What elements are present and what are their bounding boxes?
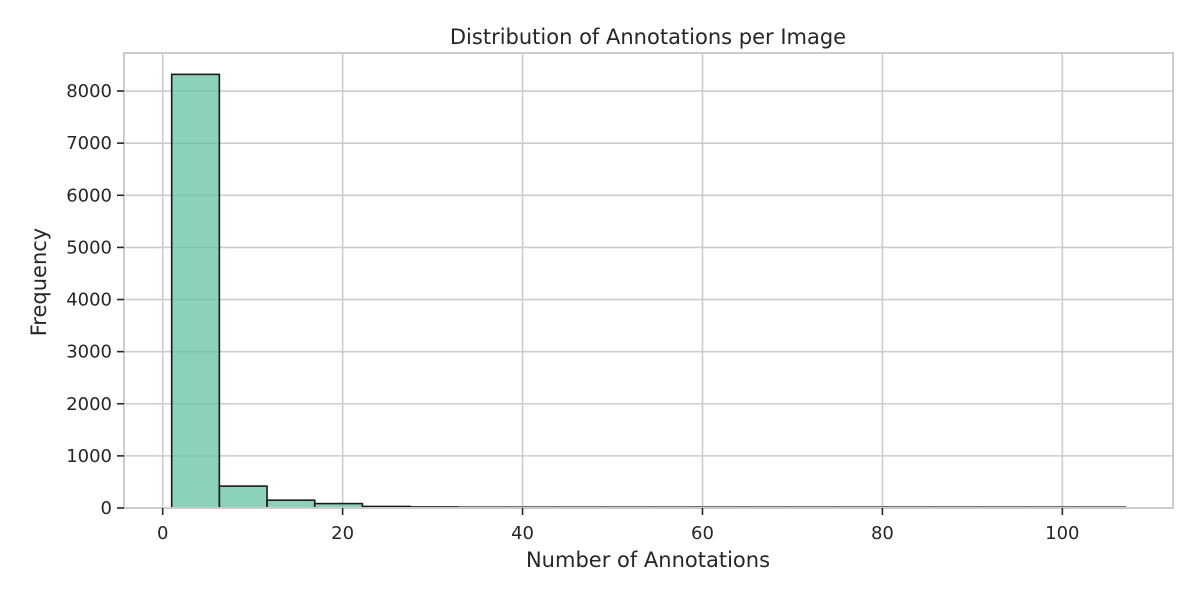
grid-lines [124, 53, 1173, 509]
y-axis-label: Frequency [27, 228, 51, 337]
y-tick-label: 7000 [66, 133, 112, 154]
x-tick-label: 80 [871, 523, 894, 544]
x-tick-label: 40 [511, 523, 534, 544]
x-tick-label: 60 [691, 523, 714, 544]
y-tick-label: 3000 [66, 342, 112, 363]
x-axis-label: Number of Annotations [526, 548, 770, 572]
plot-frame [123, 52, 1174, 509]
y-tick-label: 6000 [66, 185, 112, 206]
x-tick-label: 0 [157, 523, 168, 544]
x-tick-label: 20 [331, 523, 354, 544]
y-tick-label: 8000 [66, 81, 112, 102]
y-tick-label: 5000 [66, 237, 112, 258]
histogram-bars [170, 73, 1127, 509]
chart-title: Distribution of Annotations per Image [450, 25, 846, 49]
y-tick-label: 0 [101, 498, 112, 519]
axis-ticks: 0 20 40 60 80 1000100020003000400050006000700… [66, 81, 1079, 544]
histogram-bar [266, 499, 316, 509]
y-tick-label: 1000 [66, 446, 112, 467]
y-tick-label: 4000 [66, 290, 112, 311]
y-tick-label: 2000 [66, 394, 112, 415]
histogram-bar [170, 73, 221, 509]
histogram-bar [218, 485, 268, 509]
x-tick-label: 100 [1045, 523, 1079, 544]
